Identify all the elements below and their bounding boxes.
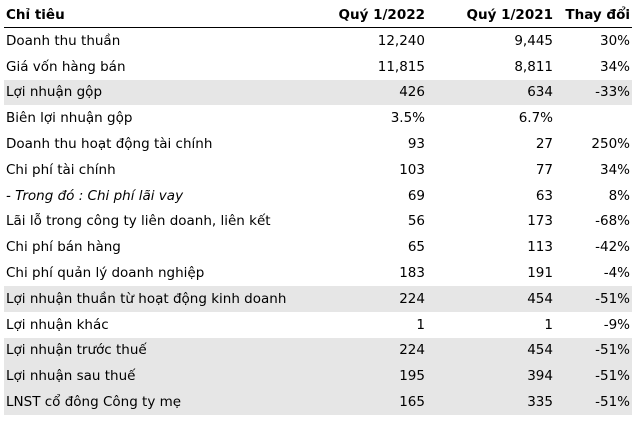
cell: 12,240 bbox=[377, 32, 425, 49]
cell: 394 bbox=[427, 363, 555, 390]
cell: 454 bbox=[427, 285, 555, 312]
cell: -51% bbox=[555, 285, 632, 312]
header-cell: Quý 1/2022 bbox=[292, 2, 427, 28]
table-row: Chi phí bán hàng 65 113 -42% bbox=[4, 234, 632, 260]
cell: 11,815 bbox=[377, 58, 425, 75]
cell: -51% bbox=[555, 363, 632, 390]
row-label: Lợi nhuận trước thuế bbox=[4, 337, 292, 364]
row-label: - Trong đó : Chi phí lãi vay bbox=[6, 187, 184, 204]
row-label: LNST cổ đông Công ty mẹ bbox=[4, 389, 292, 415]
header-cell: Thay đổi bbox=[555, 2, 632, 28]
table-body: Doanh thu thuần 12,240 9,445 30% Giá vốn hàn… bbox=[4, 28, 632, 415]
cell: 250% bbox=[591, 136, 630, 153]
cell: 63 bbox=[535, 187, 553, 204]
cell bbox=[555, 105, 632, 131]
cell: 1 bbox=[416, 316, 425, 333]
header-row: Chỉ tiêu Quý 1/2022 Quý 1/2021 Thay đổi bbox=[4, 2, 632, 28]
cell: 103 bbox=[399, 161, 425, 178]
cell: -51% bbox=[555, 337, 632, 364]
row-label: Lãi lỗ trong công ty liên doanh, liên kế… bbox=[6, 213, 271, 230]
cell: 65 bbox=[407, 239, 425, 256]
row-label: Biên lợi nhuận gộp bbox=[6, 110, 133, 127]
cell: -68% bbox=[595, 213, 630, 230]
table-row: Chi phí quản lý doanh nghiệp 183 191 -4% bbox=[4, 260, 632, 286]
cell: 195 bbox=[292, 363, 427, 390]
cell: 69 bbox=[407, 187, 425, 204]
cell: 56 bbox=[407, 213, 425, 230]
table-row: Chi phí tài chính 103 77 34% bbox=[4, 157, 632, 183]
cell: 9,445 bbox=[514, 32, 553, 49]
financial-table: Chỉ tiêu Quý 1/2022 Quý 1/2021 Thay đổi Doa… bbox=[4, 2, 632, 415]
cell: 454 bbox=[427, 337, 555, 364]
cell: 426 bbox=[292, 79, 427, 106]
row-label: Giá vốn hàng bán bbox=[6, 58, 126, 75]
cell: 224 bbox=[292, 285, 427, 312]
row-label: Chi phí quản lý doanh nghiệp bbox=[6, 265, 205, 282]
row-label: Doanh thu hoạt động tài chính bbox=[6, 136, 213, 153]
cell: 224 bbox=[292, 337, 427, 364]
table-row: Lợi nhuận gộp 426 634 -33% bbox=[4, 79, 632, 106]
row-label: Chi phí bán hàng bbox=[6, 239, 121, 256]
cell: 8% bbox=[608, 187, 630, 204]
table-row: Lợi nhuận sau thuế 195 394 -51% bbox=[4, 363, 632, 390]
cell: 1 bbox=[544, 316, 553, 333]
cell: 93 bbox=[407, 136, 425, 153]
cell: 113 bbox=[527, 239, 553, 256]
row-label: Chi phí tài chính bbox=[6, 161, 116, 178]
cell: 183 bbox=[399, 265, 425, 282]
cell: 27 bbox=[535, 136, 553, 153]
cell: -42% bbox=[595, 239, 630, 256]
table-row: Lợi nhuận khác 1 1 -9% bbox=[4, 312, 632, 338]
table-row: Giá vốn hàng bán 11,815 8,811 34% bbox=[4, 54, 632, 80]
cell: 191 bbox=[527, 265, 553, 282]
header-cell: Quý 1/2021 bbox=[427, 2, 555, 28]
table-row: Doanh thu thuần 12,240 9,445 30% bbox=[4, 28, 632, 54]
cell: 3.5% bbox=[390, 110, 425, 127]
table-row: Lãi lỗ trong công ty liên doanh, liên kế… bbox=[4, 209, 632, 235]
table-row: Doanh thu hoạt động tài chính 93 27 250% bbox=[4, 131, 632, 157]
row-label: Lợi nhuận thuần từ hoạt động kinh doanh bbox=[4, 285, 292, 312]
table-row: Lợi nhuận thuần từ hoạt động kinh doanh 2… bbox=[4, 285, 632, 312]
cell: -33% bbox=[555, 79, 632, 106]
cell: 173 bbox=[527, 213, 553, 230]
cell: 77 bbox=[535, 161, 553, 178]
header-cell: Chỉ tiêu bbox=[4, 2, 292, 28]
table-row: Biên lợi nhuận gộp 3.5% 6.7% bbox=[4, 105, 632, 131]
cell: 634 bbox=[427, 79, 555, 106]
table-row: - Trong đó : Chi phí lãi vay 69 63 8% bbox=[4, 183, 632, 209]
cell: -9% bbox=[603, 316, 630, 333]
cell: -4% bbox=[603, 265, 630, 282]
cell: 165 bbox=[292, 389, 427, 415]
row-label: Lợi nhuận gộp bbox=[4, 79, 292, 106]
row-label: Doanh thu thuần bbox=[6, 32, 121, 49]
cell: 6.7% bbox=[518, 110, 553, 127]
table-row: LNST cổ đông Công ty mẹ 165 335 -51% bbox=[4, 389, 632, 415]
cell: 34% bbox=[599, 58, 630, 75]
cell: 30% bbox=[599, 32, 630, 49]
row-label: Lợi nhuận khác bbox=[6, 316, 109, 333]
table-row: Lợi nhuận trước thuế 224 454 -51% bbox=[4, 337, 632, 364]
cell: 8,811 bbox=[514, 58, 553, 75]
cell: 335 bbox=[427, 389, 555, 415]
row-label: Lợi nhuận sau thuế bbox=[4, 363, 292, 390]
cell: -51% bbox=[555, 389, 632, 415]
cell: 34% bbox=[599, 161, 630, 178]
